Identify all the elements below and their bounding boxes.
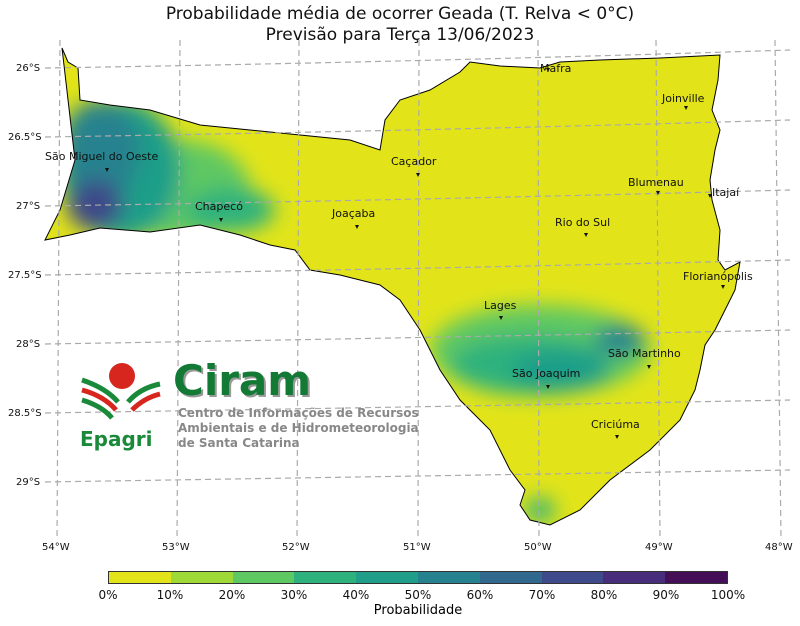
lon-label: 54°W — [42, 542, 70, 553]
colorbar-tick: 40% — [342, 588, 370, 602]
lat-label: 27°S — [16, 201, 41, 212]
colorbar-tick: 20% — [218, 588, 246, 602]
city-label: São Miguel do Oeste — [45, 150, 159, 163]
map-title: Probabilidade média de ocorrer Geada (T.… — [165, 4, 635, 24]
city-label: Caçador — [391, 155, 437, 168]
colorbar — [108, 571, 728, 584]
colorbar-bin — [232, 572, 295, 583]
colorbar-tick: 10% — [156, 588, 184, 602]
city-label: Joaçaba — [332, 207, 376, 220]
lon-label: 49°W — [645, 542, 673, 553]
colorbar-bin — [665, 572, 727, 583]
colorbar-tick: 60% — [466, 588, 494, 602]
colorbar-bin — [356, 572, 418, 583]
lat-label: 26.5°S — [8, 132, 42, 143]
map — [44, 39, 791, 541]
logo-line: Ambientais e de Hidrometeorologia — [178, 421, 419, 435]
lat-label: 26°S — [16, 63, 41, 74]
colorbar-tick: 100% — [710, 588, 746, 602]
colorbar-tick: 0% — [98, 588, 118, 602]
colorbar-bin — [541, 572, 604, 583]
colorbar-bin — [170, 572, 233, 583]
lon-label: 50°W — [524, 542, 552, 553]
city-label: Mafra — [540, 62, 572, 75]
ciram-brand: Ciram — [173, 356, 312, 405]
lon-label: 53°W — [162, 542, 190, 553]
city-label: Criciúma — [591, 418, 640, 431]
lon-label: 51°W — [403, 542, 431, 553]
logo-line: de Santa Catarina — [178, 436, 300, 450]
colorbar-bin — [603, 572, 666, 583]
city-label: Chapecó — [195, 200, 243, 213]
ciram-logo: Epagri Ciram Centro de Informações de Re… — [78, 356, 423, 452]
lat-label: 29°S — [16, 477, 41, 488]
colorbar-tick: 90% — [652, 588, 680, 602]
lon-label: 48°W — [765, 542, 793, 553]
colorbar-label: Probabilidade — [373, 603, 463, 618]
city-label: São Martinho — [608, 347, 681, 360]
lon-label: 52°W — [282, 542, 310, 553]
colorbar-tick: 30% — [280, 588, 308, 602]
city-label: Joinville — [662, 92, 705, 105]
city-label: Lages — [484, 299, 517, 312]
colorbar-bin — [294, 572, 357, 583]
city-label: Itajaí — [712, 186, 740, 199]
colorbar-bin — [417, 572, 480, 583]
colorbar-tick: 80% — [590, 588, 618, 602]
lat-label: 28.5°S — [8, 408, 42, 419]
svg-text:Epagri: Epagri — [80, 427, 153, 451]
epagri-logo-icon: Epagri — [80, 363, 161, 451]
lat-label: 28°S — [16, 339, 41, 350]
colorbar-bin — [109, 572, 171, 583]
lat-label: 27.5°S — [8, 270, 42, 281]
colorbar-tick: 70% — [528, 588, 556, 602]
colorbar-tick: 50% — [404, 588, 432, 602]
city-label: São Joaquim — [512, 367, 581, 380]
city-label: Florianópolis — [683, 270, 753, 283]
logo-line: Centro de Informações de Recursos — [178, 406, 419, 420]
city-markers — [105, 68, 725, 439]
graticule — [44, 39, 791, 541]
city-label: Rio do Sul — [555, 216, 611, 229]
colorbar-bin — [479, 572, 542, 583]
map-subtitle: Previsão para Terça 13/06/2023 — [265, 25, 535, 45]
city-label: Blumenau — [628, 176, 684, 189]
